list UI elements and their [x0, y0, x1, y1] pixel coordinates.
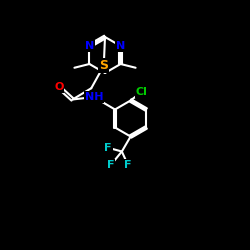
Text: O: O [54, 82, 64, 92]
Text: N: N [85, 41, 94, 51]
Text: F: F [104, 143, 112, 153]
Text: F: F [107, 160, 114, 170]
Text: S: S [99, 59, 108, 72]
Text: NH: NH [84, 92, 103, 102]
Text: F: F [124, 160, 132, 170]
Text: N: N [116, 41, 125, 51]
Text: Cl: Cl [136, 87, 148, 97]
